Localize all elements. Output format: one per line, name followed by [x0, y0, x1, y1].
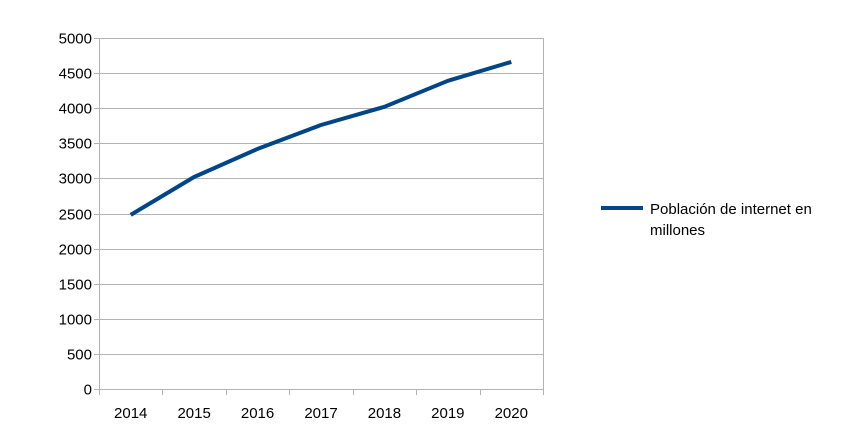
axes: [94, 38, 544, 395]
y-tick-labels: 0 500 1000 1500 2000 2500 3000 3500 4000 4500 5000: [59, 31, 92, 399]
legend-label-line-1: millones: [650, 222, 705, 239]
x-tick-label-2020: 2020: [495, 405, 528, 422]
y-tick-label-2000: 2000: [59, 242, 92, 259]
series-line-0: [131, 62, 512, 215]
x-tick-label-2014: 2014: [114, 405, 147, 422]
y-tick-label-500: 500: [67, 347, 92, 364]
y-tick-label-0: 0: [84, 382, 92, 399]
x-tick-label-2019: 2019: [431, 405, 464, 422]
y-tick-label-1000: 1000: [59, 312, 92, 329]
y-tick-label-2500: 2500: [59, 207, 92, 224]
legend-label: Población de internet en millones: [650, 201, 812, 239]
gridlines: [99, 39, 543, 390]
x-tick-label-2015: 2015: [177, 405, 210, 422]
x-tick-labels: 2014 2015 2016 2017 2018 2019 2020: [114, 405, 528, 422]
x-tick-label-2017: 2017: [304, 405, 337, 422]
x-tick-label-2016: 2016: [241, 405, 274, 422]
legend-label-line-0: Población de internet en: [650, 201, 812, 218]
y-tick-label-1500: 1500: [59, 277, 92, 294]
y-tick-label-3000: 3000: [59, 171, 92, 188]
y-tick-label-4000: 4000: [59, 101, 92, 118]
x-tick-label-2018: 2018: [368, 405, 401, 422]
series-lines: [131, 62, 512, 215]
y-tick-label-3500: 3500: [59, 136, 92, 153]
y-tick-label-4500: 4500: [59, 66, 92, 83]
y-tick-label-5000: 5000: [59, 31, 92, 48]
legend: Población de internet en millones: [601, 201, 812, 239]
